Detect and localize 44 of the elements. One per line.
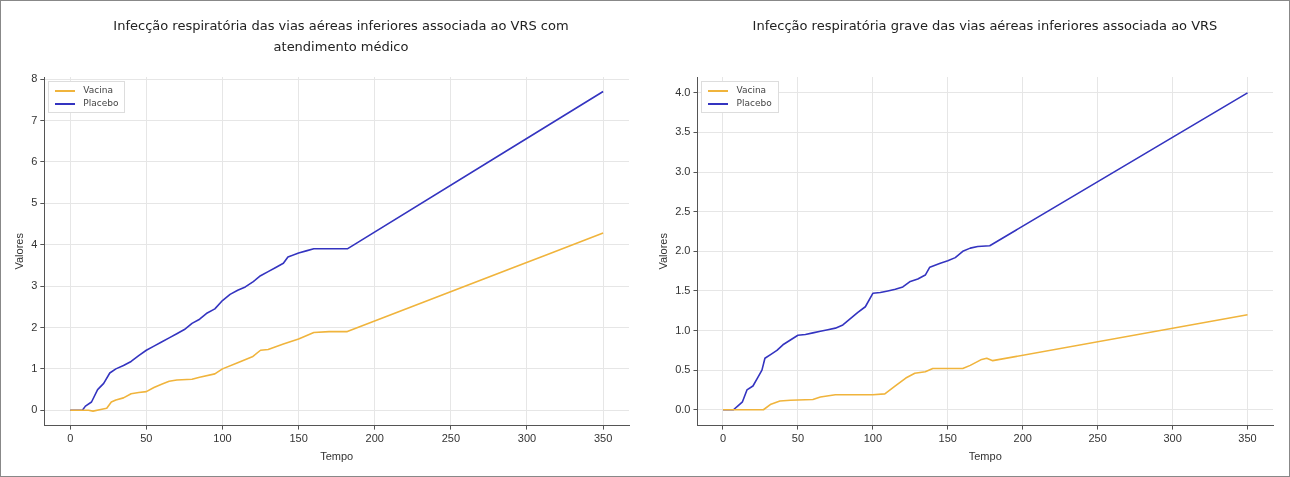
x-axis-title: Tempo [320,450,354,463]
y-tick-label: 0.5 [675,363,691,376]
x-tick-label: 50 [791,432,805,445]
x-tick-label: 250 [441,432,461,445]
x-tick-label: 200 [365,432,384,445]
x-tick-label: 0 [67,432,74,445]
legend-label: Vacina [736,84,767,97]
legend-label: Placebo [83,97,119,110]
x-axis-title: Tempo [968,450,1002,463]
y-tick-label: 2.0 [675,244,691,257]
y-tick-label: 3.5 [675,125,691,138]
y-tick-label: 0.0 [675,402,691,415]
y-tick-label: 1.5 [675,283,691,296]
chart-title: Infecção respiratória grave das vias aéreas inferiores associada ao VRS [751,17,1219,35]
y-tick-label: 2 [31,320,38,333]
y-tick-label: 1.0 [675,323,691,336]
y-tick-label: 5 [31,196,38,209]
y-tick-label: 6 [31,154,38,167]
x-tick-label: 100 [213,432,232,445]
y-tick-label: 8 [31,72,38,85]
x-tick-label: 350 [593,432,613,445]
y-tick-label: 3.0 [675,165,691,178]
y-tick-label: 1 [31,361,38,374]
y-axis-title: Valores [12,232,25,270]
y-tick-label: 4.0 [675,85,691,98]
x-tick-label: 150 [938,432,957,445]
y-tick-label: 7 [31,113,38,126]
y-axis-title: Valores [656,232,669,270]
x-tick-label: 300 [1163,432,1182,445]
y-tick-label: 2.5 [675,204,691,217]
x-tick-label: 0 [719,432,727,445]
x-tick-label: 150 [289,432,308,445]
x-tick-label: 50 [140,432,153,445]
x-tick-label: 200 [1013,432,1032,445]
y-tick-label: 0 [31,403,38,416]
x-tick-label: 250 [1088,432,1107,445]
legend-label: Placebo [736,97,772,110]
x-tick-label: 300 [517,432,537,445]
x-tick-label: 100 [863,432,883,445]
y-tick-label: 4 [31,237,38,250]
x-tick-label: 350 [1238,432,1257,445]
y-tick-label: 3 [31,279,38,292]
chart-title: Infecção respiratória das vias aéreas inferiores associada ao VRS com atendimento médico [112,17,570,56]
legend-label: Vacina [83,84,113,97]
